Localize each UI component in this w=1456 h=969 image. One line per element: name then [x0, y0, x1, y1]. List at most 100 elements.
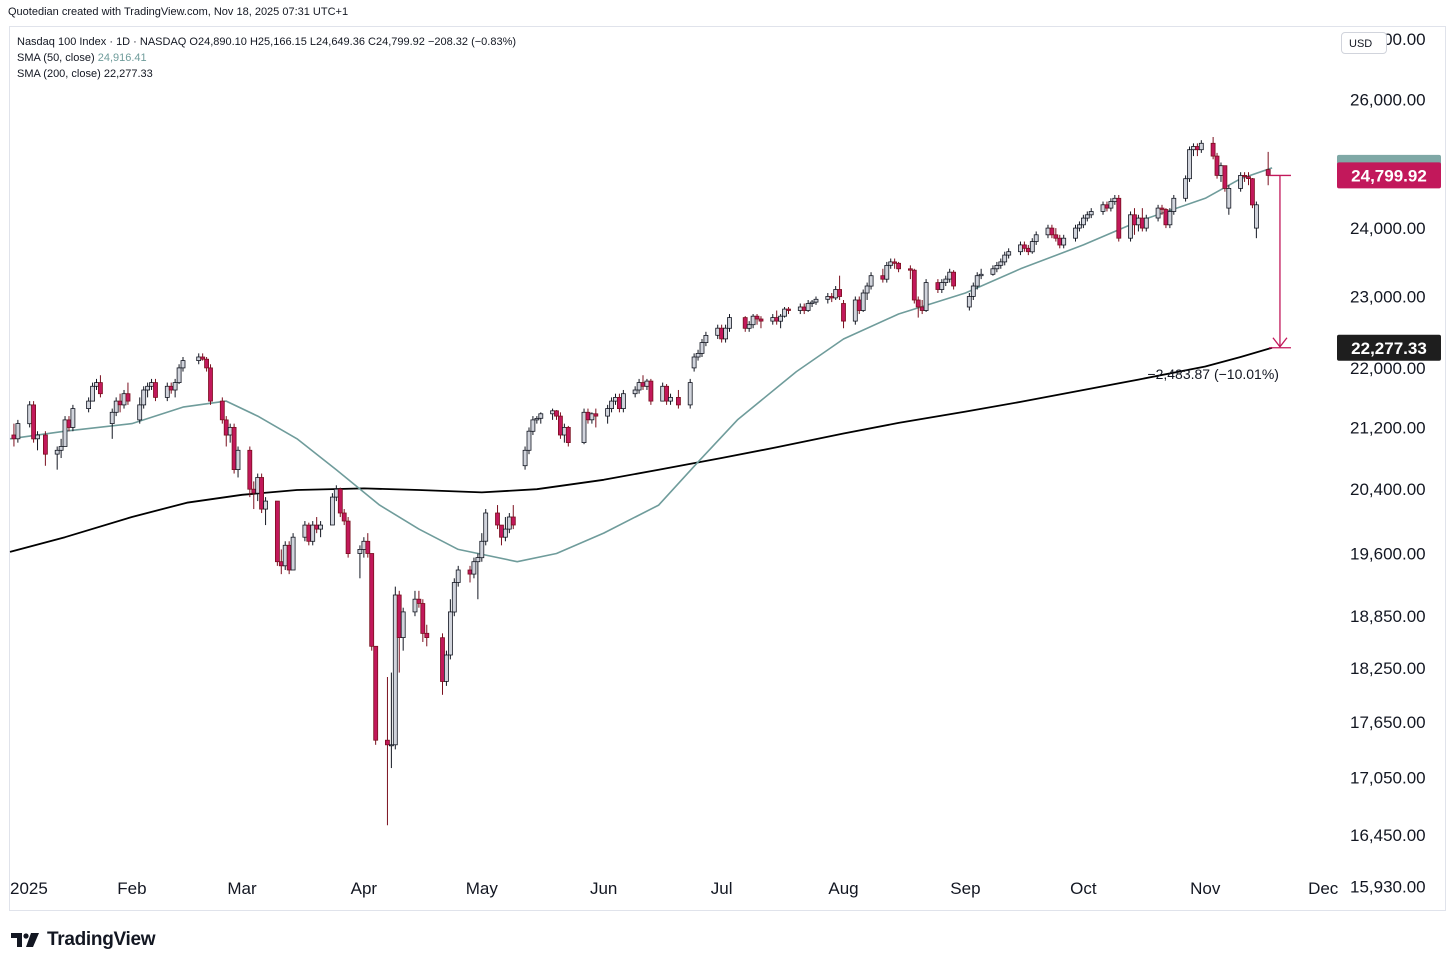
- candle[interactable]: [502, 517, 508, 542]
- candle[interactable]: [605, 404, 610, 424]
- candle[interactable]: [774, 310, 780, 325]
- candle[interactable]: [1214, 152, 1220, 179]
- candle[interactable]: [911, 268, 917, 304]
- candle[interactable]: [341, 509, 347, 526]
- candle[interactable]: [888, 258, 894, 269]
- candle[interactable]: [534, 416, 540, 424]
- currency-button[interactable]: USD: [1341, 32, 1387, 54]
- candle[interactable]: [196, 353, 202, 365]
- candle[interactable]: [62, 416, 68, 447]
- candle[interactable]: [1025, 244, 1031, 256]
- candle[interactable]: [274, 500, 280, 566]
- candle[interactable]: [306, 522, 312, 546]
- candle[interactable]: [388, 672, 394, 769]
- sma50-line[interactable]: [9, 167, 1273, 563]
- candle[interactable]: [727, 314, 732, 332]
- candle[interactable]: [636, 378, 642, 394]
- candle[interactable]: [695, 349, 701, 361]
- candle[interactable]: [231, 423, 237, 474]
- candle[interactable]: [935, 279, 941, 293]
- candle[interactable]: [892, 258, 897, 269]
- candle[interactable]: [998, 258, 1004, 269]
- candle[interactable]: [943, 275, 949, 287]
- candle[interactable]: [329, 493, 335, 526]
- candle[interactable]: [109, 408, 115, 439]
- candle[interactable]: [723, 324, 728, 343]
- candle[interactable]: [66, 416, 72, 432]
- candle[interactable]: [687, 378, 693, 409]
- candle[interactable]: [664, 384, 669, 405]
- candle[interactable]: [263, 497, 269, 526]
- candle[interactable]: [1191, 143, 1196, 157]
- candle[interactable]: [506, 513, 512, 534]
- candle[interactable]: [499, 524, 504, 546]
- candle[interactable]: [837, 275, 842, 300]
- candle[interactable]: [966, 292, 972, 311]
- candle[interactable]: [758, 316, 764, 329]
- candle[interactable]: [467, 565, 473, 583]
- candle[interactable]: [223, 416, 229, 447]
- candle[interactable]: [286, 541, 292, 575]
- candle[interactable]: [864, 282, 870, 300]
- candle[interactable]: [1053, 228, 1059, 242]
- candle[interactable]: [149, 378, 154, 390]
- candle[interactable]: [609, 397, 614, 413]
- candle[interactable]: [204, 356, 210, 372]
- candle[interactable]: [1246, 172, 1251, 186]
- candle[interactable]: [797, 303, 803, 315]
- candle[interactable]: [247, 446, 253, 498]
- candle[interactable]: [172, 378, 178, 398]
- candle[interactable]: [471, 557, 477, 579]
- candle[interactable]: [1159, 204, 1165, 215]
- candle[interactable]: [562, 423, 567, 443]
- candle[interactable]: [754, 314, 760, 325]
- candle[interactable]: [719, 324, 724, 343]
- candle[interactable]: [994, 261, 1000, 273]
- candle[interactable]: [1084, 211, 1090, 222]
- candle[interactable]: [644, 378, 650, 390]
- candle[interactable]: [412, 590, 418, 617]
- candle[interactable]: [829, 292, 835, 303]
- candle[interactable]: [11, 423, 17, 447]
- candle[interactable]: [337, 487, 343, 518]
- candle[interactable]: [640, 375, 646, 390]
- candle[interactable]: [1195, 143, 1200, 157]
- candle[interactable]: [558, 412, 563, 439]
- candle[interactable]: [54, 446, 60, 470]
- candle[interactable]: [70, 404, 76, 432]
- candle[interactable]: [581, 408, 587, 445]
- candle[interactable]: [868, 272, 874, 290]
- candle[interactable]: [974, 272, 980, 290]
- candle[interactable]: [1210, 137, 1216, 160]
- candle[interactable]: [420, 599, 426, 642]
- legend-sma50-row[interactable]: SMA (50, close) 24,916.41: [17, 50, 516, 66]
- candle[interactable]: [1218, 162, 1224, 182]
- candle[interactable]: [786, 307, 791, 315]
- tradingview-logo[interactable]: TradingView: [11, 929, 156, 951]
- candle[interactable]: [447, 599, 453, 660]
- candle[interactable]: [200, 353, 206, 361]
- candle[interactable]: [357, 545, 363, 579]
- candle[interactable]: [813, 296, 819, 305]
- candle[interactable]: [282, 541, 288, 570]
- candle[interactable]: [373, 645, 379, 745]
- candle[interactable]: [1242, 172, 1247, 182]
- candle[interactable]: [703, 331, 709, 347]
- candle[interactable]: [884, 261, 890, 283]
- candle[interactable]: [180, 356, 186, 372]
- legend-sma200-row[interactable]: SMA (200, close) 22,277.33: [17, 66, 516, 82]
- candle[interactable]: [750, 314, 756, 329]
- candle[interactable]: [495, 505, 500, 530]
- candle[interactable]: [660, 382, 666, 402]
- candle[interactable]: [121, 389, 127, 409]
- candle[interactable]: [117, 393, 123, 413]
- candle[interactable]: [168, 382, 174, 394]
- candle[interactable]: [58, 438, 64, 459]
- candle[interactable]: [923, 279, 929, 312]
- candle[interactable]: [805, 299, 811, 312]
- candle[interactable]: [86, 397, 91, 413]
- candle[interactable]: [310, 521, 316, 546]
- candle[interactable]: [621, 389, 626, 413]
- candle[interactable]: [440, 633, 445, 695]
